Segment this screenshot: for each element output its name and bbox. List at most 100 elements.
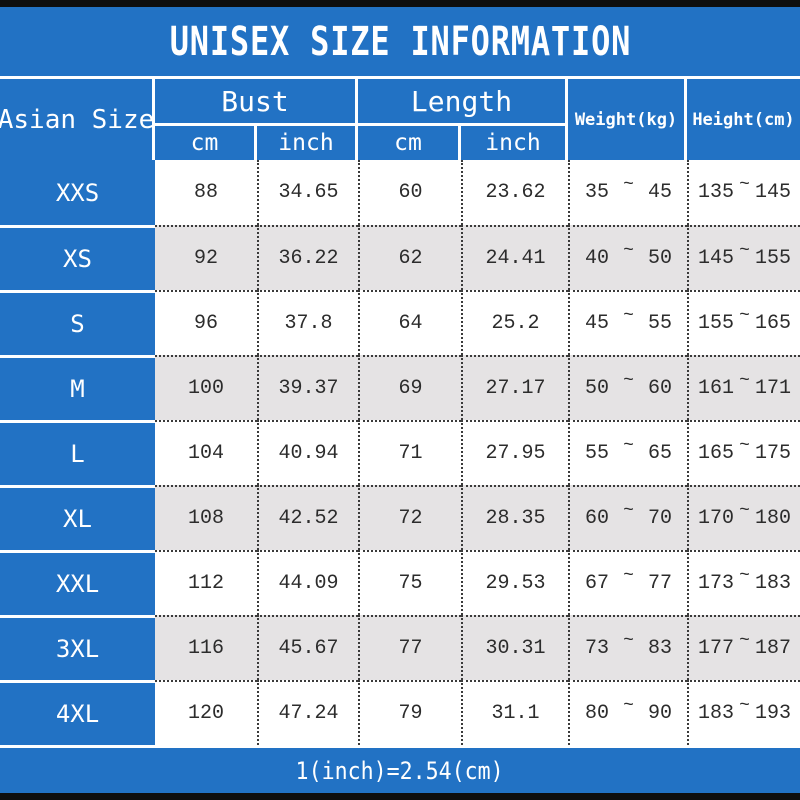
- weight-max: 50: [647, 247, 672, 270]
- weight-range-cell: 55 ~65: [568, 420, 687, 485]
- height-range-cell: 145 ~155: [687, 225, 800, 290]
- tilde-separator: ~: [623, 370, 634, 391]
- weight-range-cell: 80 ~90: [568, 680, 687, 745]
- bust-inch-cell: 37.8: [257, 290, 358, 355]
- length-cm-cell: 75: [358, 550, 461, 615]
- tilde-separator: ~: [623, 240, 634, 261]
- height-min: 177: [698, 637, 735, 660]
- column-header-height: Height(cm): [687, 79, 800, 160]
- height-max: 193: [754, 702, 791, 725]
- size-cell: 4XL: [0, 680, 155, 745]
- table-row: XXL 112 44.09 75 29.53 67 ~77 173 ~183: [0, 550, 800, 615]
- table-row: S 96 37.8 64 25.2 45 ~55 155 ~165: [0, 290, 800, 355]
- tilde-separator: ~: [739, 370, 750, 391]
- bust-inch-cell: 40.94: [257, 420, 358, 485]
- weight-max: 45: [647, 181, 672, 204]
- height-min: 161: [698, 377, 735, 400]
- conversion-note: 1(inch)=2.54(cm): [295, 756, 505, 785]
- height-min: 145: [698, 247, 735, 270]
- height-range-cell: 183 ~193: [687, 680, 800, 745]
- bust-cm-cell: 120: [155, 680, 257, 745]
- bust-inch-cell: 44.09: [257, 550, 358, 615]
- subheader-bust-inch: inch: [257, 126, 355, 160]
- tilde-separator: ~: [623, 174, 634, 195]
- top-edge-bar: [0, 0, 800, 7]
- bust-inch-cell: 45.67: [257, 615, 358, 680]
- weight-min: 45: [585, 312, 610, 335]
- page-title: UNISEX SIZE INFORMATION: [169, 18, 631, 65]
- length-inch-cell: 29.53: [461, 550, 568, 615]
- tilde-separator: ~: [739, 435, 750, 456]
- weight-min: 80: [585, 702, 610, 725]
- tilde-separator: ~: [739, 240, 750, 261]
- height-min: 170: [698, 507, 735, 530]
- weight-max: 90: [647, 702, 672, 725]
- table-row: L 104 40.94 71 27.95 55 ~65 165 ~175: [0, 420, 800, 485]
- weight-range-cell: 67 ~77: [568, 550, 687, 615]
- weight-min: 73: [585, 637, 610, 660]
- size-cell: XS: [0, 225, 155, 290]
- weight-min: 60: [585, 507, 610, 530]
- bust-cm-cell: 96: [155, 290, 257, 355]
- bust-cm-cell: 112: [155, 550, 257, 615]
- subheader-length-cm: cm: [358, 126, 458, 160]
- subheader-bust-cm: cm: [155, 126, 254, 160]
- length-cm-cell: 62: [358, 225, 461, 290]
- height-max: 145: [754, 181, 791, 204]
- size-cell: M: [0, 355, 155, 420]
- height-range-cell: 161 ~171: [687, 355, 800, 420]
- height-min: 165: [698, 442, 735, 465]
- bust-cm-cell: 104: [155, 420, 257, 485]
- conversion-footer: 1(inch)=2.54(cm): [0, 745, 800, 793]
- table-row: 4XL 120 47.24 79 31.1 80 ~90 183 ~193: [0, 680, 800, 745]
- bust-cm-cell: 88: [155, 160, 257, 225]
- bust-cm-cell: 116: [155, 615, 257, 680]
- table-row: XL 108 42.52 72 28.35 60 ~70 170 ~180: [0, 485, 800, 550]
- length-inch-cell: 27.17: [461, 355, 568, 420]
- tilde-separator: ~: [739, 695, 750, 716]
- height-max: 180: [754, 507, 791, 530]
- height-min: 183: [698, 702, 735, 725]
- length-inch-cell: 28.35: [461, 485, 568, 550]
- length-cm-cell: 71: [358, 420, 461, 485]
- weight-min: 67: [585, 572, 610, 595]
- height-max: 171: [754, 377, 791, 400]
- height-range-cell: 177 ~187: [687, 615, 800, 680]
- length-cm-cell: 72: [358, 485, 461, 550]
- height-max: 183: [754, 572, 791, 595]
- length-inch-cell: 25.2: [461, 290, 568, 355]
- height-range-cell: 165 ~175: [687, 420, 800, 485]
- height-min: 135: [698, 181, 735, 204]
- height-max: 187: [754, 637, 791, 660]
- length-inch-cell: 27.95: [461, 420, 568, 485]
- weight-min: 55: [585, 442, 610, 465]
- height-range-cell: 173 ~183: [687, 550, 800, 615]
- table-row: M 100 39.37 69 27.17 50 ~60 161 ~171: [0, 355, 800, 420]
- bottom-edge-bar: [0, 793, 800, 800]
- weight-max: 77: [647, 572, 672, 595]
- tilde-separator: ~: [739, 305, 750, 326]
- weight-range-cell: 45 ~55: [568, 290, 687, 355]
- length-inch-cell: 23.62: [461, 160, 568, 225]
- height-max: 165: [754, 312, 791, 335]
- column-header-bust: Bust: [155, 79, 355, 123]
- bust-inch-cell: 47.24: [257, 680, 358, 745]
- size-cell: S: [0, 290, 155, 355]
- weight-min: 50: [585, 377, 610, 400]
- tilde-separator: ~: [623, 435, 634, 456]
- tilde-separator: ~: [739, 174, 750, 195]
- table-row: 3XL 116 45.67 77 30.31 73 ~83 177 ~187: [0, 615, 800, 680]
- height-max: 175: [754, 442, 791, 465]
- size-table-header: Asian Size Bust Length Weight(kg) Height…: [0, 76, 800, 160]
- weight-range-cell: 60 ~70: [568, 485, 687, 550]
- size-cell: 3XL: [0, 615, 155, 680]
- tilde-separator: ~: [739, 630, 750, 651]
- height-range-cell: 155 ~165: [687, 290, 800, 355]
- length-inch-cell: 31.1: [461, 680, 568, 745]
- tilde-separator: ~: [739, 500, 750, 521]
- column-header-length: Length: [358, 79, 565, 123]
- weight-range-cell: 50 ~60: [568, 355, 687, 420]
- bust-inch-cell: 34.65: [257, 160, 358, 225]
- weight-max: 55: [647, 312, 672, 335]
